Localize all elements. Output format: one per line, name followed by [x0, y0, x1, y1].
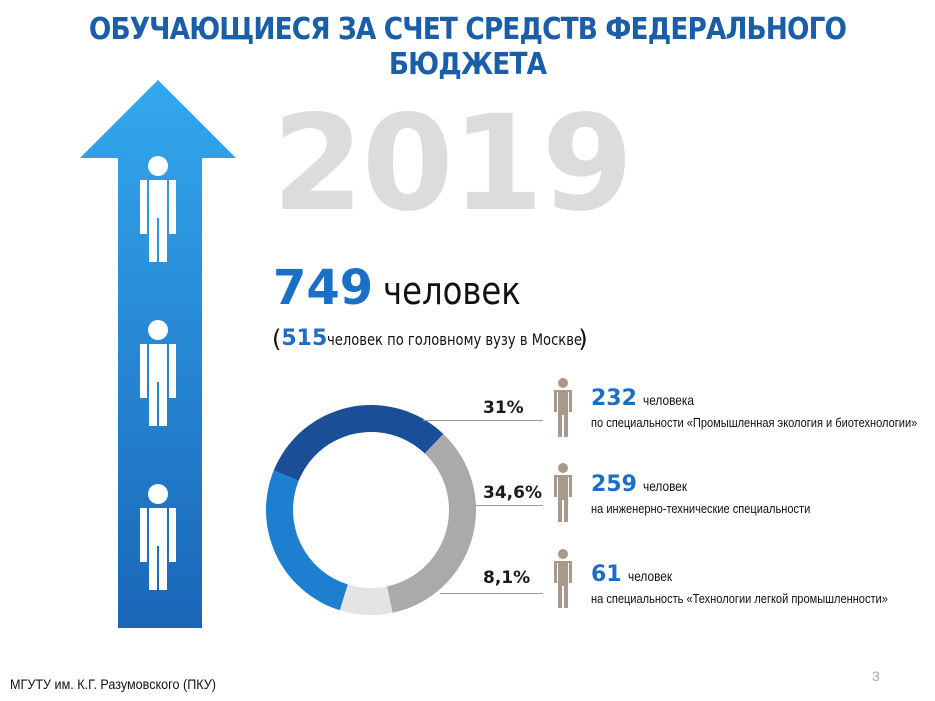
total-unit: человек — [383, 269, 521, 313]
pct-label-2: 34,6% — [483, 483, 542, 503]
donut-chart — [265, 405, 476, 615]
pct-label-3: 8,1% — [483, 568, 531, 588]
stat-unit: человека — [642, 392, 694, 408]
leader-line — [423, 420, 543, 421]
person-icon — [554, 378, 572, 437]
donut-segment-1 — [273, 405, 444, 481]
person-icon — [554, 463, 572, 522]
stat-unit: человек — [642, 478, 688, 494]
stat-desc: по специальности «Промышленная экология … — [591, 415, 918, 430]
person-icon — [140, 320, 176, 426]
subtotal-text: человек по головному вузу в Москве — [327, 330, 583, 349]
total-count: 749 человек — [273, 260, 545, 316]
leader-line — [440, 593, 543, 594]
total-value: 749 — [273, 260, 374, 316]
pct-label-1: 31% — [483, 398, 524, 418]
footer-org: МГУТУ им. К.Г. Разумовского (ПКУ) — [10, 676, 216, 692]
donut-segment-4 — [265, 470, 348, 611]
page-title: ОБУЧАЮЩИЕСЯ ЗА СЧЕТ СРЕДСТВ ФЕДЕРАЛЬНОГО… — [88, 12, 847, 82]
stat-desc: на специальность «Технологии легкой пром… — [591, 591, 888, 606]
stat-item: 232 человека по специальности «Промышленн… — [591, 386, 935, 430]
leader-line — [474, 505, 543, 506]
subtotal-value: 515 — [281, 326, 328, 351]
stat-value: 259 — [591, 472, 637, 497]
year-label: 2019 — [272, 87, 633, 241]
stat-value: 61 — [591, 562, 622, 587]
stat-item: 61 человек на специальность «Технологии л… — [591, 562, 935, 606]
donut-segment-3 — [339, 584, 393, 615]
stat-item: 259 человек на инженерно-технические спец… — [591, 472, 849, 516]
stat-unit: человек — [627, 568, 672, 584]
person-icon — [140, 156, 176, 262]
subtotal: (515 человек по головному вузу в Москве) — [272, 325, 588, 353]
person-icon — [140, 484, 176, 590]
page-number: 3 — [872, 668, 880, 684]
stat-desc: на инженерно-технические специальности — [591, 501, 811, 516]
donut-segment-2 — [387, 433, 476, 613]
person-icon — [554, 549, 572, 608]
stat-value: 232 — [591, 386, 637, 411]
up-arrow-icon — [80, 80, 236, 628]
